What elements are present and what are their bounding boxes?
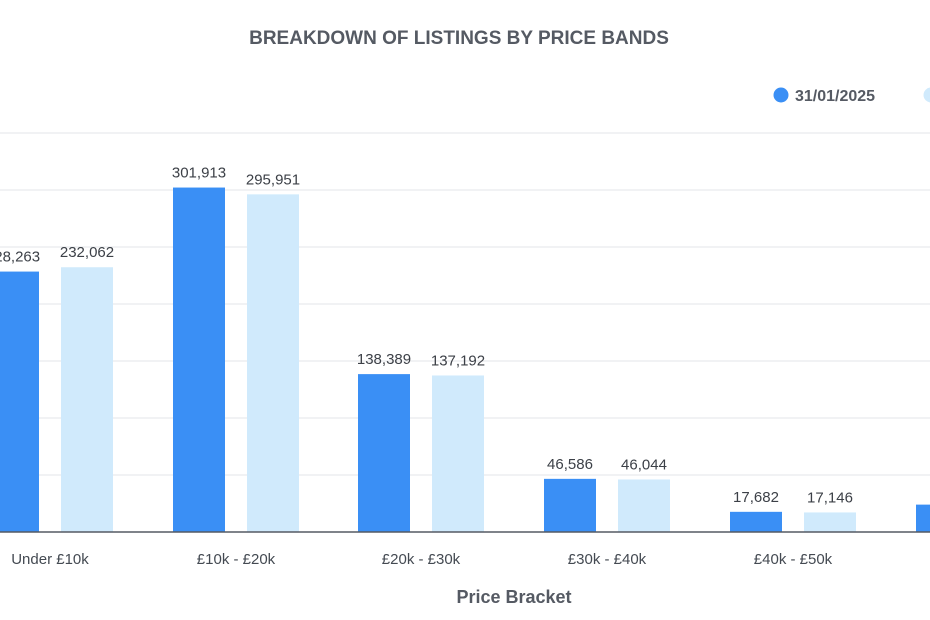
x-tick-label-5: £40k - £50k [754,551,833,568]
data-label-series-2-4: 46,044 [621,456,667,473]
legend-swatch-series-1 [773,87,789,103]
bar-series-1-3[interactable] [358,374,410,532]
bar-series-2-2[interactable] [247,194,299,533]
data-label-series-2-5: 17,146 [807,489,853,506]
data-label-series-1-4: 46,586 [547,456,593,473]
bar-series-1-2[interactable] [173,187,225,532]
data-label-series-1-5: 17,682 [733,489,779,506]
x-tick-label-1: Under £10k [11,551,89,568]
bar-series-2-1[interactable] [61,267,113,532]
legend-item-series-2[interactable] [923,87,930,103]
data-label-series-2-3: 137,192 [431,352,485,369]
data-label-series-2-2: 295,951 [246,171,300,188]
data-label-series-2-1: 232,062 [60,244,114,261]
bar-series-1-1[interactable] [0,271,39,532]
data-labels: 228,263301,913138,38946,58617,68224232,0… [0,165,853,507]
x-tick-label-2: £10k - £20k [197,551,276,568]
legend-label-series-1: 31/01/2025 [795,88,875,105]
chart-title: BREAKDOWN OF LISTINGS BY PRICE BANDS [249,28,669,49]
data-label-series-1-3: 138,389 [357,351,411,368]
bar-series-2-4[interactable] [618,479,670,532]
legend-swatch-series-2 [923,87,930,103]
data-label-series-1-2: 301,913 [172,165,226,182]
bar-series-2-5[interactable] [804,512,856,532]
bar-series-1-4[interactable] [544,478,596,532]
x-axis-title: Price Bracket [456,587,571,607]
legend: 31/01/2025 [773,87,930,106]
bar-series-1-5[interactable] [730,511,782,532]
legend-item-series-1[interactable]: 31/01/2025 [773,87,876,106]
x-axis-ticks: Under £10k £10k - £20k £20k - £30k £30k - £… [11,551,832,568]
bar-series-2-3[interactable] [432,375,484,532]
x-tick-label-4: £30k - £40k [568,551,647,568]
x-tick-label-3: £20k - £30k [382,551,461,568]
data-label-series-1-1: 228,263 [0,249,40,266]
bars [0,187,930,533]
bar-series-1-6[interactable] [916,504,930,532]
